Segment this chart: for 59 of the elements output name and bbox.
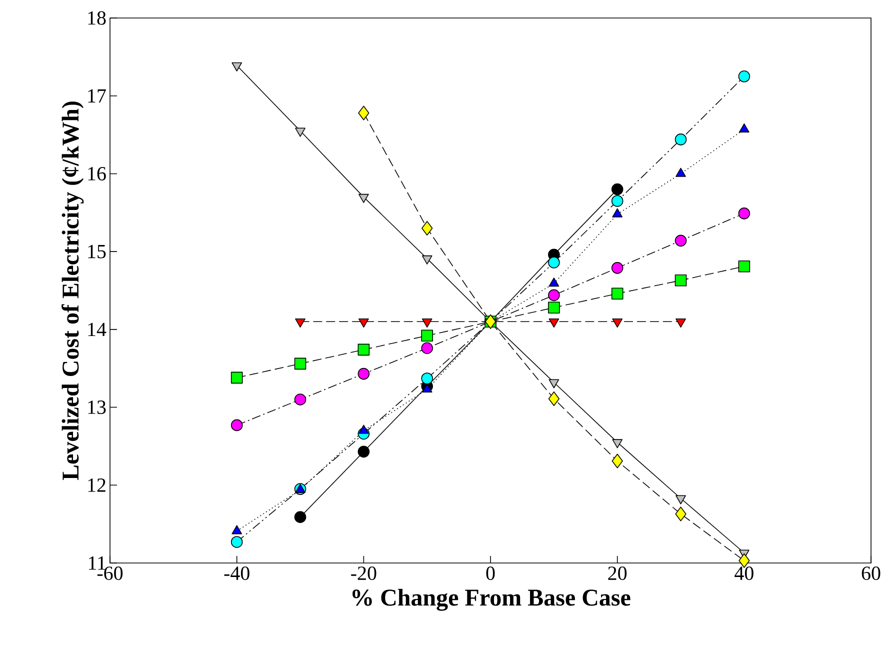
y-tick-label: 14 bbox=[88, 322, 106, 336]
point bbox=[422, 220, 433, 236]
point bbox=[738, 260, 750, 272]
point bbox=[612, 318, 623, 328]
point bbox=[230, 372, 243, 384]
point bbox=[612, 454, 623, 468]
point bbox=[674, 134, 687, 146]
x-tick-label: 20 bbox=[608, 566, 627, 580]
point bbox=[421, 330, 433, 342]
point bbox=[611, 288, 624, 300]
y-tick-label: 16 bbox=[88, 166, 106, 180]
point bbox=[548, 318, 560, 328]
point bbox=[676, 318, 686, 328]
y-tick-label: 17 bbox=[88, 89, 106, 102]
point bbox=[548, 302, 560, 314]
y-tick-label: 15 bbox=[88, 244, 106, 258]
point bbox=[295, 128, 306, 137]
point bbox=[611, 262, 624, 274]
point bbox=[548, 391, 560, 406]
point bbox=[358, 344, 370, 356]
point bbox=[230, 419, 243, 432]
point bbox=[230, 536, 243, 548]
point bbox=[422, 318, 432, 328]
point bbox=[738, 553, 750, 568]
point bbox=[358, 318, 369, 328]
point bbox=[294, 358, 306, 370]
point bbox=[548, 289, 560, 302]
point bbox=[294, 394, 306, 406]
point bbox=[358, 446, 370, 458]
point bbox=[611, 183, 624, 196]
y-tick-label: 18 bbox=[88, 11, 106, 25]
x-tick-label: -40 bbox=[224, 566, 250, 580]
x-tick-label: -20 bbox=[351, 566, 376, 580]
point bbox=[738, 208, 750, 220]
point bbox=[422, 255, 432, 264]
y-tick-label: 13 bbox=[88, 400, 106, 414]
point bbox=[674, 274, 687, 286]
point bbox=[611, 195, 624, 207]
y-tick-label: 12 bbox=[88, 478, 106, 492]
x-tick-label: 40 bbox=[734, 566, 754, 580]
point bbox=[421, 342, 433, 354]
x-tick-label: 60 bbox=[862, 566, 880, 580]
x-axis-title: % Change From Base Case bbox=[352, 588, 630, 611]
point bbox=[548, 379, 560, 388]
point bbox=[358, 368, 370, 380]
point bbox=[612, 439, 623, 448]
point bbox=[358, 194, 369, 203]
point bbox=[675, 506, 686, 522]
point bbox=[676, 495, 686, 504]
point bbox=[232, 62, 242, 72]
x-tick-label: 0 bbox=[486, 566, 495, 580]
y-axis-title: Levelized Cost of Electricity (¢/kWh) bbox=[62, 102, 84, 480]
point bbox=[295, 318, 306, 328]
point bbox=[421, 372, 433, 384]
point bbox=[674, 234, 687, 247]
point bbox=[738, 70, 750, 82]
point bbox=[548, 256, 560, 268]
point bbox=[358, 106, 370, 120]
point bbox=[294, 511, 306, 523]
